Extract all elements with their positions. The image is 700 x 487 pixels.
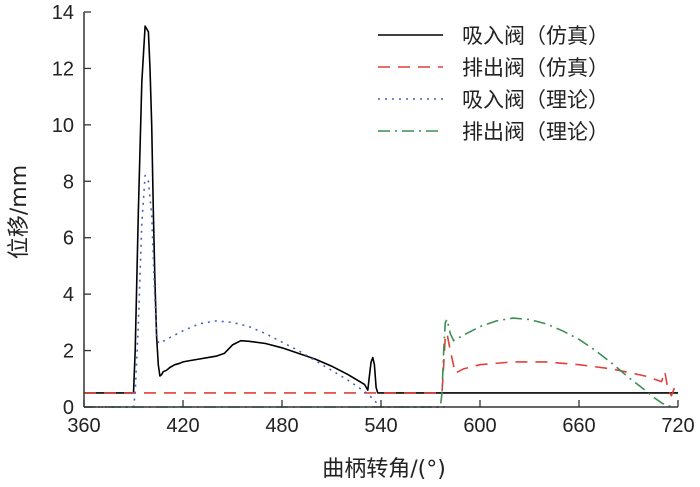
y-tick-label: 14	[52, 2, 74, 24]
y-tick-label: 0	[63, 397, 74, 419]
plot-lines	[84, 25, 678, 408]
legend: 吸入阀（仿真） 排出阀（仿真） 吸入阀（理论） 排出阀（理论）	[378, 24, 609, 144]
series-line-4	[84, 317, 675, 408]
x-tick-label: 480	[265, 415, 298, 437]
y-ticks: 0 2 4 6 8 10 12 14	[52, 2, 91, 419]
series-line-1	[84, 25, 678, 394]
x-axis-label: 曲柄转角/(°)	[322, 457, 446, 482]
y-tick-label: 8	[63, 171, 74, 193]
legend-label-1: 吸入阀（仿真）	[462, 24, 609, 48]
x-tick-label: 660	[562, 415, 595, 437]
legend-label-3: 吸入阀（理论）	[462, 88, 609, 112]
y-axis-label: 位移/mm	[7, 165, 32, 259]
y-tick-label: 10	[52, 115, 74, 137]
x-tick-label: 420	[166, 415, 199, 437]
series-line-2	[84, 332, 676, 397]
y-tick-label: 6	[63, 228, 74, 250]
x-ticks: 360 420 480 540 600 660 720	[67, 400, 695, 437]
y-tick-label: 2	[63, 341, 74, 363]
legend-label-4: 排出阀（理论）	[462, 120, 609, 144]
y-tick-label: 4	[63, 284, 74, 306]
legend-label-2: 排出阀（仿真）	[462, 56, 609, 80]
x-tick-label: 600	[463, 415, 496, 437]
x-tick-label: 720	[661, 415, 694, 437]
x-tick-label: 360	[67, 415, 100, 437]
y-tick-label: 12	[52, 58, 74, 80]
x-tick-label: 540	[364, 415, 397, 437]
series-line-3	[84, 174, 447, 408]
